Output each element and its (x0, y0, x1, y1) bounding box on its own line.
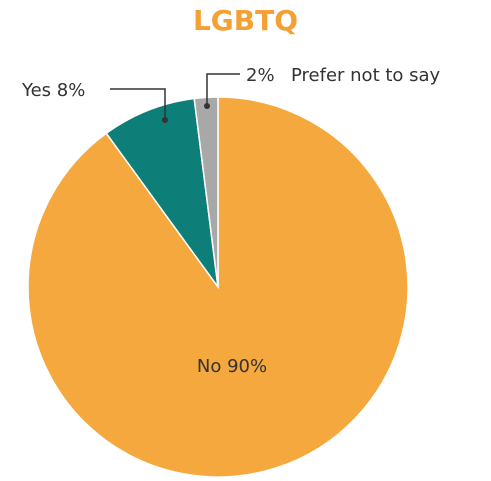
no-data-label: No 90% (197, 356, 267, 377)
prefer-text-label: Prefer not to say (291, 65, 441, 86)
prefer-leader-line (206, 73, 240, 106)
prefer-leader-dot (204, 103, 210, 109)
pie-slice-prefer-not-to-say (193, 96, 219, 288)
pie-slices (27, 96, 409, 478)
leader-lines (110, 73, 240, 123)
pie-slice-yes (105, 97, 219, 288)
yes-leader-line (110, 88, 166, 120)
chart-title: LGBTQ (192, 4, 299, 37)
yes-data-label: Yes 8% (21, 80, 85, 101)
prefer-pct-label: 2% (246, 65, 275, 86)
yes-leader-dot (162, 117, 168, 123)
